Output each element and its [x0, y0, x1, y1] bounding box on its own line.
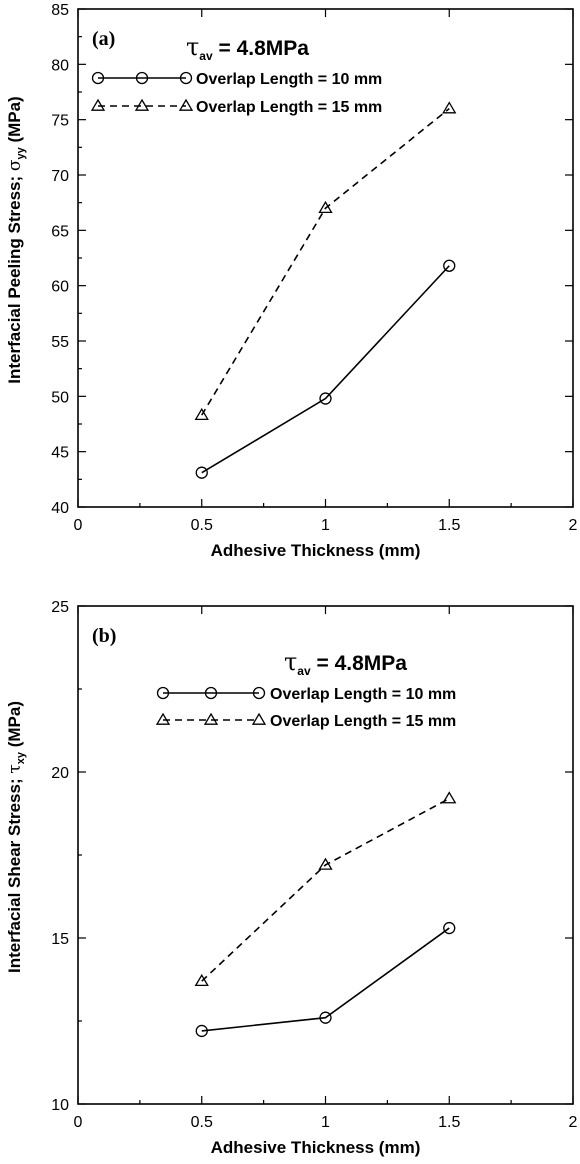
legend-marker: [91, 71, 105, 85]
y-axis-title: Interfacial Peeling Stress; σyy (MPa): [5, 96, 27, 383]
data-point: [443, 259, 456, 272]
legend-marker: [251, 712, 267, 725]
series-1: [195, 259, 456, 479]
x-tick-label: 0.5: [191, 517, 213, 534]
data-point: [319, 392, 332, 405]
y-tick-label: 25: [51, 599, 69, 616]
series-line: [201, 797, 450, 982]
panel-label: (a): [92, 28, 115, 50]
x-axis-title: Adhesive Thickness (mm): [211, 1138, 421, 1157]
legend-entry: Overlap Length = 15 mm: [155, 712, 456, 730]
legend-entry: Overlap Length = 10 mm: [91, 71, 382, 88]
legend-marker: [179, 71, 193, 85]
y-tick-label: 65: [51, 223, 69, 240]
tau-annotation: τav = 4.8MPa: [284, 648, 407, 678]
data-point: [442, 791, 457, 804]
legend-marker: [204, 686, 218, 700]
chart-panel-a: 0 0.5 1 1.5 2 40 45 50 55 60 65 70 75 80 85 Adhesive Th…: [5, 2, 578, 560]
panel-label: (b): [92, 625, 116, 647]
x-tick-label: 2: [569, 1114, 578, 1131]
chart-panel-b: 0 0.5 1 1.5 2 10 15 20 25 Adhesive Thickness (mm)…: [5, 599, 578, 1157]
y-tick-label: 45: [51, 445, 69, 462]
legend-marker: [203, 712, 219, 725]
series-2: [194, 791, 457, 987]
x-tick-label: 1.5: [438, 517, 460, 534]
y-tick-label: 40: [51, 500, 69, 517]
y-tick-label: 20: [51, 765, 69, 782]
legend-label: Overlap Length = 10 mm: [196, 71, 382, 88]
x-tick-label: 0.5: [191, 1114, 213, 1131]
data-point: [443, 921, 456, 935]
y-axis-title: Interfacial Shear Stress; τxy (MPa): [5, 701, 27, 973]
legend-entry: Overlap Length = 10 mm: [156, 686, 456, 703]
data-point: [195, 1024, 208, 1038]
series-line: [201, 927, 450, 1032]
data-point: [318, 857, 333, 870]
plot-frame: [77, 605, 574, 1105]
y-tick-label: 70: [51, 168, 69, 185]
y-tick-label: 80: [51, 57, 69, 74]
y-tick-label: 55: [51, 334, 69, 351]
legend-marker: [90, 98, 106, 111]
y-tick-label: 60: [51, 279, 69, 296]
data-point: [194, 973, 209, 987]
data-point: [195, 466, 208, 479]
data-point: [319, 1011, 332, 1024]
legend-label: Overlap Length = 10 mm: [270, 686, 456, 703]
x-tick-label: 0: [74, 1114, 83, 1131]
legend-marker: [178, 98, 194, 111]
y-tick-label: 15: [51, 931, 69, 948]
y-tick-label: 10: [51, 1097, 69, 1114]
data-point: [442, 101, 457, 114]
y-tick-label: 50: [51, 389, 69, 406]
x-tick-label: 1: [321, 517, 330, 534]
legend-marker: [252, 686, 266, 700]
legend-marker: [134, 98, 150, 111]
series-line: [201, 265, 450, 474]
x-tick-label: 1.5: [438, 1114, 460, 1131]
legend-marker: [135, 71, 149, 85]
series-2: [194, 101, 457, 420]
y-tick-label: 85: [51, 2, 69, 19]
y-tick-label: 75: [51, 113, 69, 130]
legend-entry: Overlap Length = 15 mm: [90, 98, 382, 116]
data-point: [318, 200, 333, 214]
x-tick-label: 0: [74, 517, 83, 534]
data-point: [194, 407, 209, 420]
series-1: [195, 921, 456, 1038]
series-line: [201, 107, 450, 416]
legend-label: Overlap Length = 15 mm: [196, 99, 382, 116]
legend-marker: [156, 686, 170, 700]
legend-label: Overlap Length = 15 mm: [270, 713, 456, 730]
tau-annotation: τav = 4.8MPa: [186, 33, 309, 63]
x-tick-label: 2: [569, 517, 578, 534]
x-tick-label: 1: [321, 1114, 330, 1131]
legend-marker: [155, 712, 171, 725]
x-axis-title: Adhesive Thickness (mm): [211, 541, 421, 560]
